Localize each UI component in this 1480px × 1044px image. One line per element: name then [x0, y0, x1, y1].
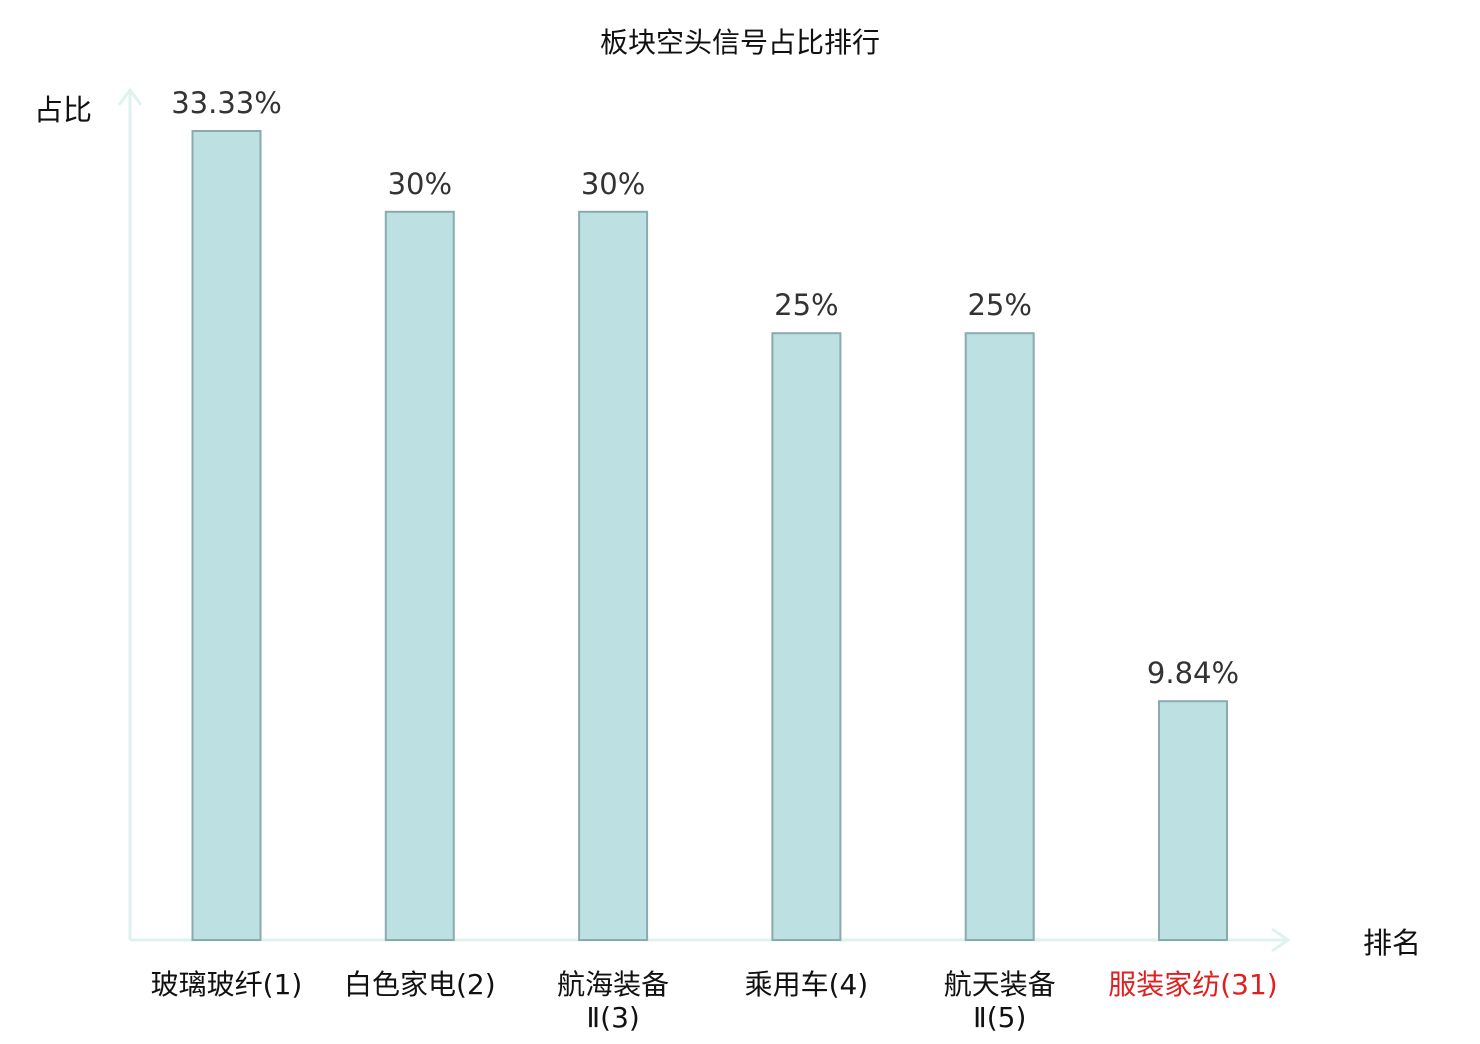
- category-label-1: 玻璃玻纤(1): [151, 968, 303, 1001]
- category-label-line: 玻璃玻纤(1): [151, 968, 303, 1001]
- value-label-3: 30%: [581, 167, 645, 201]
- bar-3: [578, 210, 649, 942]
- value-label-4: 25%: [774, 288, 838, 322]
- bars: [191, 130, 1228, 942]
- value-label-6: 9.84%: [1147, 656, 1239, 690]
- category-label-line: 乘用车(4): [745, 968, 869, 1001]
- bar-2: [384, 210, 455, 942]
- category-label-line: 白色家电(2): [344, 968, 496, 1001]
- category-labels: 玻璃玻纤(1) 白色家电(2) 航海装备 Ⅱ(3) 乘用车(4) 航天装备 Ⅱ(5) 服装家纺…: [151, 968, 1278, 1034]
- category-label-line: 服装家纺(31): [1108, 968, 1277, 1001]
- value-label-5: 25%: [967, 288, 1031, 322]
- value-labels: 33.33% 30% 30% 25% 25% 9.84%: [171, 86, 1239, 690]
- category-label-3: 航海装备 Ⅱ(3): [557, 968, 669, 1034]
- chart-title: 板块空头信号占比排行: [600, 26, 880, 59]
- category-label-4: 乘用车(4): [745, 968, 869, 1001]
- category-label-2: 白色家电(2): [344, 968, 496, 1001]
- category-label-line: 航天装备: [944, 968, 1056, 1001]
- bar-5: [964, 332, 1035, 941]
- bar-6: [1158, 700, 1228, 942]
- value-label-1: 33.33%: [171, 86, 282, 120]
- bar-1: [191, 130, 262, 941]
- y-axis-label: 占比: [34, 93, 92, 127]
- category-label-6: 服装家纺(31): [1108, 968, 1277, 1001]
- axes: [117, 87, 1291, 953]
- value-label-2: 30%: [388, 167, 452, 201]
- category-label-5: 航天装备 Ⅱ(5): [944, 968, 1056, 1034]
- x-axis-label: 排名: [1363, 926, 1421, 960]
- x-axis-arrow: [1271, 927, 1291, 953]
- category-label-line: Ⅱ(3): [586, 1001, 639, 1034]
- bar-4: [771, 332, 842, 941]
- y-axis-arrow: [117, 87, 143, 106]
- category-label-line: 航海装备: [557, 968, 669, 1001]
- category-label-line: Ⅱ(5): [973, 1001, 1026, 1034]
